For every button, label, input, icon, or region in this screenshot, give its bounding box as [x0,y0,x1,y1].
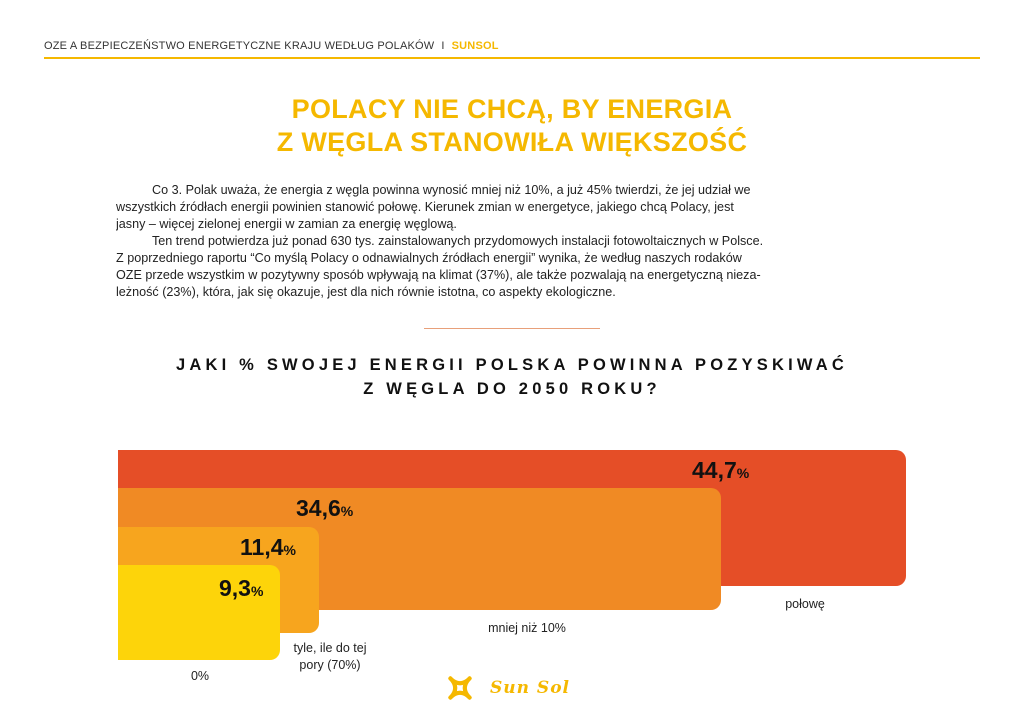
body-line: Ten trend potwierdza już ponad 630 tys. … [152,234,764,248]
chart-value-label: 9,3% [219,575,263,602]
sun-sol-logo-icon [448,676,472,700]
chart-value-unit: % [736,465,750,481]
page-title-line-2: Z WĘGLA STANOWIŁA WIĘKSZOŚĆ [276,127,748,157]
chart-value-unit: % [340,503,354,519]
chart-value-unit: % [250,583,264,599]
header-section: OZE A BEZPIECZEŃSTWO ENERGETYCZNE KRAJU … [44,40,435,52]
header-separator: I [441,40,445,52]
chart-value-label: 11,4% [240,534,296,561]
section-divider [424,328,600,329]
body-line: Co 3. Polak uważa, że energia z węgla po… [152,183,751,197]
chart-question-line-1: JAKI % SWOJEJ ENERGII POLSKA POWINNA POZ… [176,356,848,374]
body-line: jasny – więcej zielonej energii w zamian… [116,217,457,231]
chart-category-label: tyle, ile do tej pory (70%) [270,640,390,674]
logo-text: Sun Sol [490,678,570,698]
chart-value-number: 34,6 [296,495,341,521]
body-line: leżność (23%), która, jak się okazuje, j… [116,285,616,299]
chart-category-label: 0% [190,669,210,683]
chart-value-number: 11,4 [240,534,284,560]
chart-bar-zero [118,565,280,660]
body-line: Z poprzedniego raportu “Co myślą Polacy … [116,251,742,265]
header-brand: SUNSOL [451,40,499,52]
body-line: wszystkich źródłach energii powinien sta… [116,200,734,214]
chart-question-line-2: Z WĘGLA DO 2050 ROKU? [363,380,661,398]
chart-category-label-line: pory (70%) [299,658,361,672]
chart-category-label: połowę [785,597,825,611]
chart-value-label: 44,7% [692,457,749,484]
chart-value-number: 9,3 [219,575,251,601]
chart-category-label-line: tyle, ile do tej [293,641,367,655]
sunsol-logo: Sun Sol [444,672,570,704]
page-header: OZE A BEZPIECZEŃSTWO ENERGETYCZNE KRAJU … [44,40,499,52]
page-title-line-1: POLACY NIE CHCĄ, BY ENERGIA [291,94,733,124]
chart-category-label: mniej niż 10% [488,621,566,635]
body-line: OZE przede wszystkim w pozytywny sposób … [116,268,761,282]
header-rule [44,57,980,59]
chart-value-label: 34,6% [296,495,353,522]
chart-value-unit: % [283,542,296,558]
chart-value-number: 44,7 [692,457,737,483]
